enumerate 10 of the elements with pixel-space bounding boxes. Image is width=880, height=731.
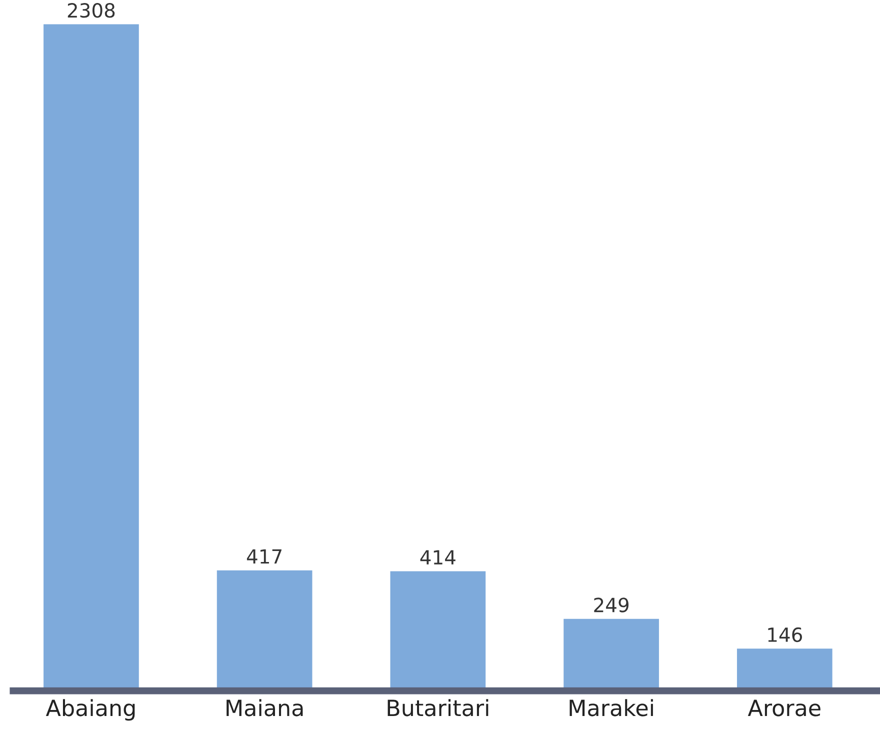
- x-tick-label: Butaritari: [388, 699, 488, 716]
- data-label: 414: [420, 550, 456, 564]
- x-tick-label: Marakei: [570, 699, 653, 716]
- data-label: 2308: [68, 3, 115, 18]
- data-label: 417: [246, 549, 282, 564]
- x-tick-label: Maiana: [226, 699, 303, 716]
- data-label: 146: [768, 627, 802, 642]
- x-tick-label: Arorae: [748, 700, 820, 716]
- x-tick-label: Abaiang: [46, 699, 135, 721]
- data-label: 249: [594, 598, 628, 612]
